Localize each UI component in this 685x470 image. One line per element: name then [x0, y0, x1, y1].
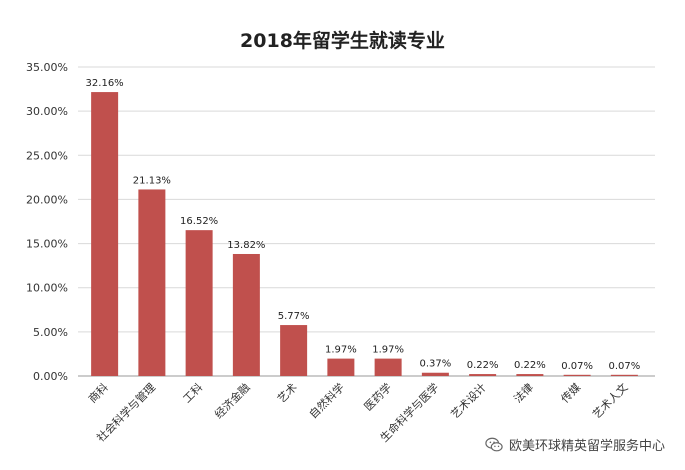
data-label: 1.97%	[325, 345, 357, 356]
data-label: 0.07%	[608, 361, 640, 372]
category-label: 艺术	[275, 381, 300, 406]
y-tick-label: 5.00%	[33, 326, 68, 339]
data-label: 0.22%	[514, 360, 546, 371]
data-label: 21.13%	[133, 175, 171, 186]
bar	[280, 325, 308, 376]
bars	[91, 92, 638, 376]
bar	[563, 374, 591, 376]
data-label: 0.07%	[561, 361, 593, 372]
bar	[421, 372, 449, 376]
category-label: 自然科学	[306, 380, 347, 421]
bar	[232, 253, 260, 376]
bar	[138, 189, 166, 376]
bar	[516, 374, 544, 376]
gridlines	[78, 66, 655, 377]
y-tick-label: 15.00%	[26, 238, 68, 251]
data-label: 5.77%	[278, 311, 310, 322]
y-tick-label: 0.00%	[33, 370, 68, 383]
watermark: 欧美环球精英留学服务中心	[485, 435, 665, 454]
category-label: 商科	[85, 380, 110, 405]
category-label: 艺术设计	[448, 381, 488, 421]
data-labels: 32.16% 21.13% 16.52% 13.82% 5.77% 1.97% 1.97% 0…	[86, 78, 641, 372]
data-label: 0.37%	[419, 359, 451, 370]
bar	[91, 92, 119, 376]
chart-title: 2018年留学生就读专业	[240, 30, 445, 52]
y-tick-label: 35.00%	[26, 61, 68, 74]
y-axis-ticks: 0.00% 5.00% 10.00% 15.00% 20.00% 25.00% 30.00%…	[26, 61, 68, 383]
bar	[469, 374, 497, 376]
category-label: 工科	[180, 380, 205, 405]
category-label: 艺术人文	[589, 380, 630, 421]
data-label: 16.52%	[180, 216, 218, 227]
data-label: 13.82%	[227, 240, 265, 251]
bar	[374, 358, 402, 376]
category-label: 医药学	[361, 380, 394, 413]
y-tick-label: 30.00%	[26, 105, 68, 118]
bar	[327, 358, 355, 376]
y-tick-label: 20.00%	[26, 193, 68, 206]
y-tick-label: 10.00%	[26, 282, 68, 295]
data-label: 1.97%	[372, 345, 404, 356]
bar	[610, 374, 638, 376]
data-label: 0.22%	[467, 360, 499, 371]
data-label: 32.16%	[86, 78, 124, 89]
wechat-icon	[485, 437, 503, 451]
category-label: 经济金融	[211, 380, 252, 421]
y-tick-label: 25.00%	[26, 149, 68, 162]
bar	[185, 230, 213, 376]
category-label: 法律	[511, 380, 536, 405]
category-label: 传媒	[558, 381, 583, 406]
watermark-text: 欧美环球精英留学服务中心	[508, 439, 665, 454]
